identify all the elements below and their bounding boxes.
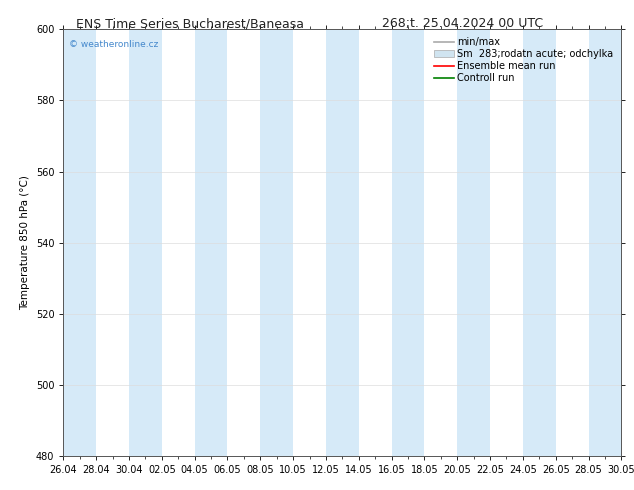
Legend: min/max, Sm  283;rodatn acute; odchylka, Ensemble mean run, Controll run: min/max, Sm 283;rodatn acute; odchylka, … [431,34,616,86]
Bar [195,29,228,456]
Text: 268;t. 25.04.2024 00 UTC: 268;t. 25.04.2024 00 UTC [382,17,543,30]
Text: ENS Time Series Bucharest/Baneasa: ENS Time Series Bucharest/Baneasa [76,17,304,30]
Bar [129,29,162,456]
Bar [523,29,555,456]
Text: © weatheronline.cz: © weatheronline.cz [69,40,158,49]
Y-axis label: Temperature 850 hPa (°C): Temperature 850 hPa (°C) [20,175,30,310]
Bar [588,29,621,456]
Bar [457,29,490,456]
Bar [63,29,96,456]
Bar [326,29,359,456]
Bar [261,29,293,456]
Bar [392,29,424,456]
